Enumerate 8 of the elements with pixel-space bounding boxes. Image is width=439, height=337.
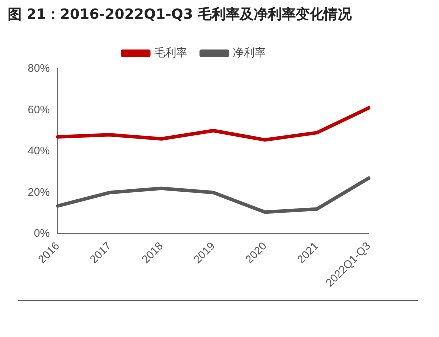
y-tick-label: 20% bbox=[28, 186, 50, 199]
y-tick-label: 40% bbox=[28, 146, 50, 158]
chart-title: 图 21：2016-2022Q1-Q3 毛利率及净利率变化情况 bbox=[8, 6, 352, 24]
y-tick-label: 60% bbox=[28, 104, 50, 116]
legend-label: 毛利率 bbox=[154, 46, 188, 60]
legend-label: 净利率 bbox=[233, 46, 266, 60]
y-tick-label: 0% bbox=[34, 228, 50, 240]
y-tick-label: 80% bbox=[28, 63, 50, 76]
